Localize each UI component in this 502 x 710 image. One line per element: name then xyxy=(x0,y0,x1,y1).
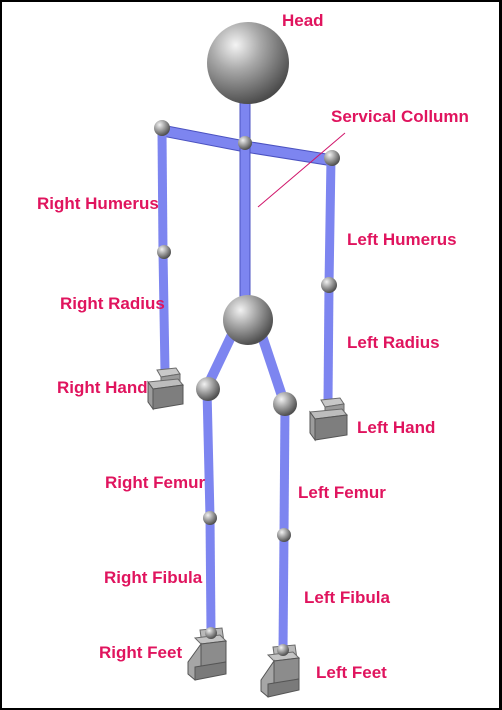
right-radius-bone xyxy=(158,251,170,373)
label-left-femur: Left Femur xyxy=(298,483,386,502)
left-hip-joint xyxy=(273,392,297,416)
servical-collumn-bone xyxy=(239,96,251,313)
label-left-radius: Left Radius xyxy=(347,333,440,352)
label-right-femur: Right Femur xyxy=(105,473,205,492)
left-elbow-joint xyxy=(321,277,337,293)
label-right-hand: Right Hand xyxy=(57,378,148,397)
left-hand-block xyxy=(309,397,348,442)
label-left-hand: Left Hand xyxy=(357,418,435,437)
head-sphere xyxy=(207,22,289,104)
right-knee-joint xyxy=(203,511,217,525)
right-hip-joint xyxy=(196,377,220,401)
pelvis-joint xyxy=(223,295,273,345)
label-right-radius: Right Radius xyxy=(60,294,165,313)
labels: Head Servical Collumn Right Humerus Left… xyxy=(37,11,469,682)
left-fibula-bone xyxy=(278,533,289,651)
servical-collumn-leader-line xyxy=(257,132,346,208)
left-femur-bone xyxy=(279,404,290,535)
right-humerus-bone xyxy=(157,131,168,253)
label-right-feet: Right Feet xyxy=(99,643,182,662)
label-head: Head xyxy=(282,11,324,30)
left-knee-joint xyxy=(277,528,291,542)
right-shoulder-joint xyxy=(154,120,170,136)
bones xyxy=(157,96,336,651)
right-fibula-bone xyxy=(205,516,216,633)
left-ankle-joint xyxy=(277,644,289,656)
neck-joint xyxy=(238,136,252,150)
label-left-humerus: Left Humerus xyxy=(347,230,457,249)
label-servical-collumn: Servical Collumn xyxy=(331,107,469,126)
right-hand-block xyxy=(147,367,184,411)
left-humerus-bone xyxy=(324,157,336,286)
joints xyxy=(154,22,340,656)
right-femur-bone xyxy=(202,389,215,518)
right-ankle-joint xyxy=(205,627,217,639)
label-left-fibula: Left Fibula xyxy=(304,588,390,607)
left-shoulder-joint xyxy=(324,150,340,166)
label-right-fibula: Right Fibula xyxy=(104,568,203,587)
right-elbow-joint xyxy=(157,245,171,259)
label-left-feet: Left Feet xyxy=(316,663,387,682)
left-radius-bone xyxy=(323,284,334,403)
label-right-humerus: Right Humerus xyxy=(37,194,159,213)
